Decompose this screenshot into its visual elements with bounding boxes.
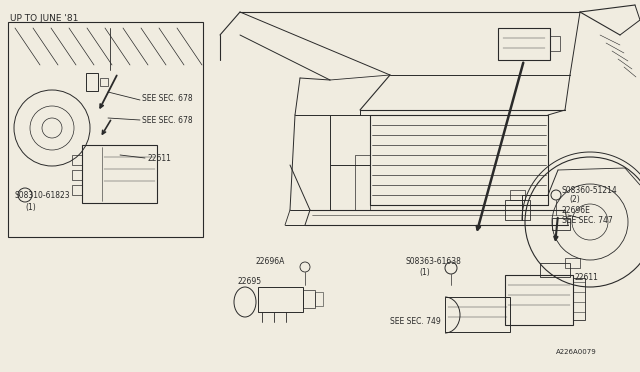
Text: 22611: 22611 bbox=[575, 273, 599, 282]
Bar bbox=[552, 218, 570, 230]
Bar bbox=[550, 36, 560, 51]
Bar bbox=[510, 190, 525, 200]
Bar bbox=[505, 200, 530, 220]
Bar bbox=[445, 297, 510, 332]
Bar bbox=[86, 73, 98, 91]
Bar bbox=[8, 22, 203, 237]
Bar bbox=[498, 28, 550, 60]
Text: S08360-51214: S08360-51214 bbox=[562, 186, 618, 195]
Text: 22611: 22611 bbox=[147, 154, 171, 163]
Text: SEE SEC. 678: SEE SEC. 678 bbox=[142, 93, 193, 103]
Bar bbox=[540, 263, 570, 277]
Text: (1): (1) bbox=[25, 202, 36, 212]
Text: (1): (1) bbox=[419, 269, 429, 278]
Text: (2): (2) bbox=[569, 195, 580, 203]
Bar bbox=[565, 258, 580, 268]
Bar bbox=[72, 170, 82, 180]
Bar bbox=[355, 155, 370, 210]
Text: 22696E: 22696E bbox=[562, 205, 591, 215]
Bar bbox=[100, 78, 108, 86]
Text: UP TO JUNE '81: UP TO JUNE '81 bbox=[10, 13, 78, 22]
Bar bbox=[72, 185, 82, 195]
Text: SEE SEC. 749: SEE SEC. 749 bbox=[390, 317, 441, 327]
Bar bbox=[315, 292, 323, 306]
Text: SEE SEC. 747: SEE SEC. 747 bbox=[562, 215, 612, 224]
Text: SEE SEC. 678: SEE SEC. 678 bbox=[142, 115, 193, 125]
Bar bbox=[573, 278, 585, 320]
Bar bbox=[72, 155, 82, 165]
Bar bbox=[505, 275, 573, 325]
Bar bbox=[82, 145, 157, 203]
Text: S08363-61638: S08363-61638 bbox=[406, 257, 462, 266]
Bar bbox=[258, 287, 303, 312]
Bar bbox=[330, 115, 370, 165]
Bar bbox=[303, 290, 315, 308]
Text: 22696A: 22696A bbox=[255, 257, 284, 266]
Text: S08310-61823: S08310-61823 bbox=[14, 190, 70, 199]
Text: A226A0079: A226A0079 bbox=[556, 349, 596, 355]
Text: 22695: 22695 bbox=[237, 278, 261, 286]
